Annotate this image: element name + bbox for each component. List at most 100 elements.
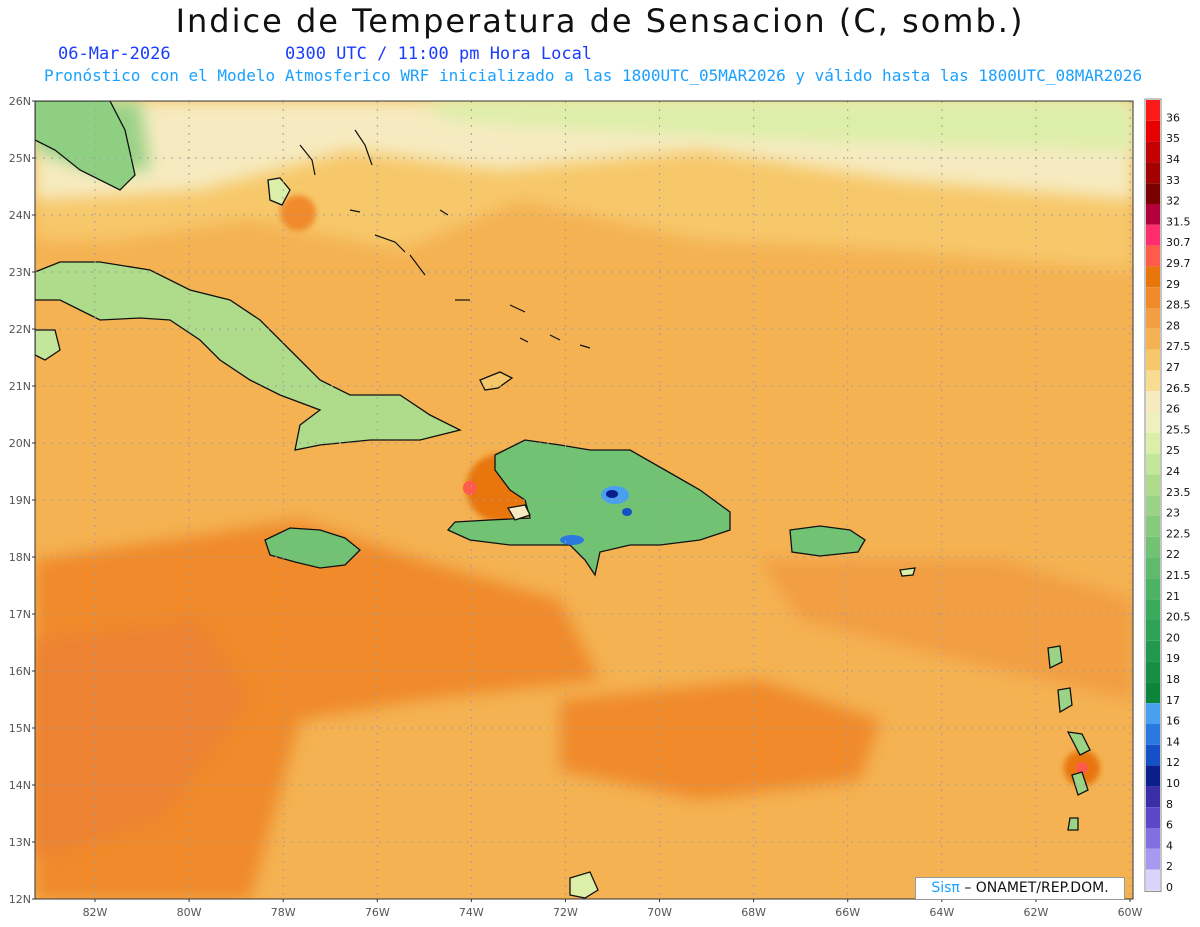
lon-label: 70W xyxy=(647,906,672,919)
legend-label: 25.5 xyxy=(1166,423,1191,436)
legend-label: 19 xyxy=(1166,652,1180,665)
legend-label: 27 xyxy=(1166,361,1180,374)
legend-label: 0 xyxy=(1166,881,1173,894)
legend-swatch xyxy=(1146,828,1160,849)
legend-label: 6 xyxy=(1166,819,1173,832)
legend-swatch xyxy=(1146,204,1160,225)
legend-swatch xyxy=(1146,682,1160,704)
lon-label: 66W xyxy=(835,906,860,919)
legend-label: 25 xyxy=(1166,444,1180,457)
lat-label: 12N xyxy=(9,893,31,906)
lon-label: 74W xyxy=(459,906,484,919)
forecast-date: 06-Mar-2026 xyxy=(58,44,171,64)
legend-label: 2 xyxy=(1166,860,1173,873)
cordillera-secondary-core xyxy=(622,508,632,516)
legend-swatch xyxy=(1146,141,1160,163)
lat-label: 16N xyxy=(9,665,31,678)
coolest-zone-north xyxy=(420,101,1133,150)
legend-label: 20.5 xyxy=(1166,611,1191,624)
legend-label: 12 xyxy=(1166,756,1180,769)
inagua-land xyxy=(479,371,514,391)
legend-label: 29 xyxy=(1166,278,1180,291)
legend-label: 4 xyxy=(1166,839,1173,852)
credit-sis: Sisπ xyxy=(931,880,960,896)
legend-swatch xyxy=(1146,744,1160,766)
lon-label: 68W xyxy=(741,906,766,919)
lat-label: 13N xyxy=(9,836,31,849)
legend-label: 28.5 xyxy=(1166,299,1191,312)
legend-label: 29.7 xyxy=(1166,257,1191,270)
legend-label: 27.5 xyxy=(1166,340,1191,353)
lon-label: 60W xyxy=(1118,906,1143,919)
color-legend: 363534333231.530.729.72928.52827.52726.5… xyxy=(1144,98,1191,894)
legend-swatch xyxy=(1146,661,1160,683)
map-title: Indice de Temperatura de Sensacion (C, s… xyxy=(175,2,1025,40)
forecast-time: 0300 UTC / 11:00 pm Hora Local xyxy=(285,44,593,64)
jamaica-land xyxy=(264,527,361,569)
legend-label: 28 xyxy=(1166,319,1180,332)
legend-label: 16 xyxy=(1166,715,1180,728)
field-layer xyxy=(35,101,1133,899)
legend-swatch xyxy=(1146,724,1160,745)
legend-label: 36 xyxy=(1166,111,1180,124)
warm-zone-far-southwest xyxy=(35,620,250,860)
puerto-rico-land xyxy=(789,525,866,557)
lat-label: 25N xyxy=(9,152,31,165)
legend-swatch xyxy=(1146,786,1160,808)
legend-swatch xyxy=(1146,516,1160,537)
legend-label: 17 xyxy=(1166,694,1180,707)
legend-swatch xyxy=(1146,557,1160,579)
hotspot-haiti-gulf-core xyxy=(463,481,477,495)
hotspot-martinique-core xyxy=(1076,762,1088,774)
andros-land xyxy=(267,177,291,206)
legend-label: 20 xyxy=(1166,631,1180,644)
legend-swatch xyxy=(1146,287,1160,308)
warm-zone-southwest xyxy=(35,520,600,899)
warm-zone-east xyxy=(760,560,1133,700)
legend-label: 31.5 xyxy=(1166,215,1191,228)
legend-swatch xyxy=(1146,848,1160,870)
legend-swatch xyxy=(1146,453,1160,475)
legend-swatch xyxy=(1146,765,1160,787)
stlucia-land xyxy=(1071,771,1089,796)
legend-label: 26.5 xyxy=(1166,382,1191,395)
legend-swatch xyxy=(1146,162,1160,184)
legend-swatch xyxy=(1146,412,1160,433)
curacao-land xyxy=(569,871,599,899)
gonave-land xyxy=(506,504,531,521)
legend-label: 23 xyxy=(1166,507,1180,520)
legend-swatch xyxy=(1146,536,1160,558)
bahamas-outline xyxy=(299,129,591,349)
grid-lines xyxy=(35,101,1133,899)
stvincent-land xyxy=(1067,817,1079,831)
lon-label: 80W xyxy=(177,906,202,919)
legend-swatch xyxy=(1146,183,1160,204)
legend-swatch xyxy=(1146,599,1160,620)
lat-label: 26N xyxy=(9,95,31,108)
warm-zone-caribbean xyxy=(560,680,880,800)
lon-label: 76W xyxy=(365,906,390,919)
legend-swatch xyxy=(1146,224,1160,246)
legend-swatch xyxy=(1146,703,1160,724)
lon-label: 62W xyxy=(1023,906,1048,919)
legend-swatch xyxy=(1146,432,1160,454)
legend-swatch xyxy=(1146,640,1160,662)
lat-label: 17N xyxy=(9,608,31,621)
legend-frame xyxy=(1144,98,1162,892)
lon-label: 82W xyxy=(83,906,108,919)
cordillera-central-core xyxy=(606,490,618,498)
lat-label: 14N xyxy=(9,779,31,792)
lat-label: 19N xyxy=(9,494,31,507)
legend-swatch xyxy=(1146,869,1160,891)
legend-label: 30.7 xyxy=(1166,236,1191,249)
lon-label: 72W xyxy=(553,906,578,919)
legend-swatch xyxy=(1146,474,1160,496)
legend-swatch xyxy=(1146,120,1160,142)
lat-label: 24N xyxy=(9,209,31,222)
virgin-islands-land xyxy=(899,567,916,577)
legend-swatch xyxy=(1146,245,1160,267)
martinique-land xyxy=(1066,731,1091,756)
legend-label: 26 xyxy=(1166,403,1180,416)
lat-label: 23N xyxy=(9,266,31,279)
